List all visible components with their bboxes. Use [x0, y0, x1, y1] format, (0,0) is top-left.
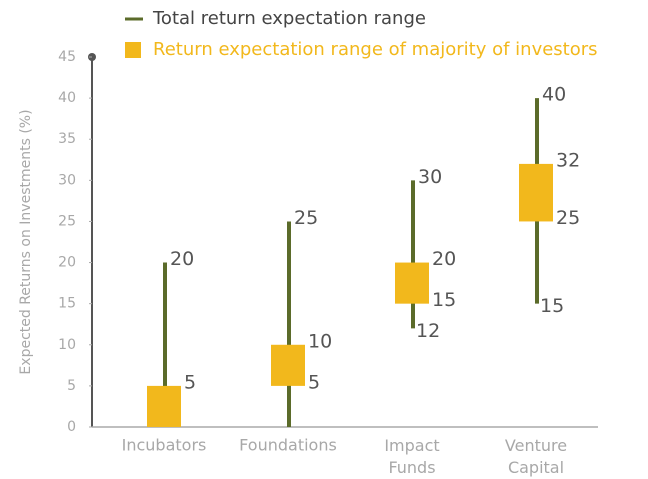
y-tick-label: 20	[58, 255, 76, 271]
y-tick-label: 5	[67, 378, 76, 394]
y-tick-label: 30	[58, 172, 76, 188]
data-label: 5	[184, 371, 196, 393]
y-tick-label: 45	[58, 49, 76, 65]
majority-range	[147, 385, 181, 427]
data-label: 5	[308, 371, 320, 393]
legend-label: Total return expectation range	[152, 8, 426, 29]
x-tick-label: Impact Funds	[384, 436, 439, 477]
x-tick-label: Incubators	[122, 436, 207, 455]
y-tick-label: 40	[58, 90, 76, 106]
majority-range	[395, 262, 429, 304]
y-tick-label: 25	[58, 213, 76, 229]
data-label: 25	[556, 207, 580, 229]
data-label: 20	[432, 248, 456, 270]
y-tick-label: 35	[58, 131, 76, 147]
data-label: 30	[418, 166, 442, 188]
data-label: 32	[556, 149, 580, 171]
x-tick-label: Foundations	[239, 436, 337, 455]
data-label: 15	[540, 295, 564, 317]
majority-range	[519, 163, 553, 222]
legend-label: Return expectation range of majority of …	[153, 39, 598, 60]
y-axis-label: Expected Returns on Investments (%)	[18, 109, 34, 374]
y-tick-label: 0	[67, 419, 76, 435]
data-label: 20	[170, 248, 194, 270]
data-label: 25	[294, 207, 318, 229]
x-tick-label: Venture Capital	[505, 436, 567, 477]
data-label: 12	[416, 320, 440, 342]
y-tick-label: 15	[58, 296, 76, 312]
data-label: 40	[542, 84, 566, 106]
majority-range	[271, 344, 305, 386]
legend-swatch	[125, 42, 141, 58]
y-tick-label: 10	[58, 337, 76, 353]
data-label: 10	[308, 330, 332, 352]
data-label: 15	[432, 289, 456, 311]
